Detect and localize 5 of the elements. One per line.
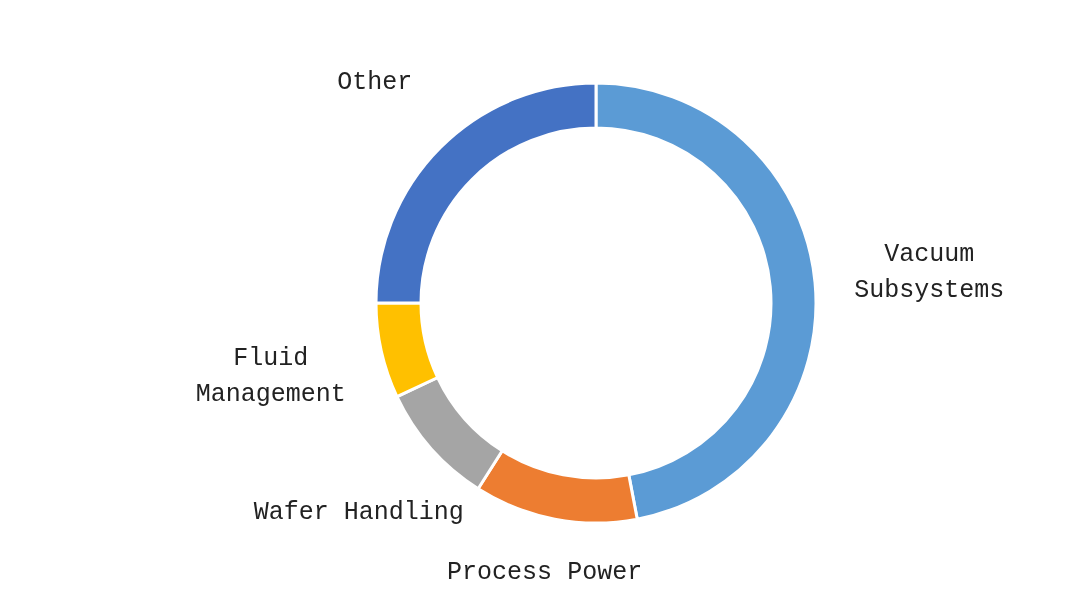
slice-label: Other [337, 67, 413, 97]
slice-label: Wafer Handling [253, 497, 464, 527]
slice-label: Process Power [447, 557, 643, 587]
slice-label: Vacuum Subsystems [854, 239, 1005, 305]
slice-label: Fluid Management [195, 343, 346, 409]
